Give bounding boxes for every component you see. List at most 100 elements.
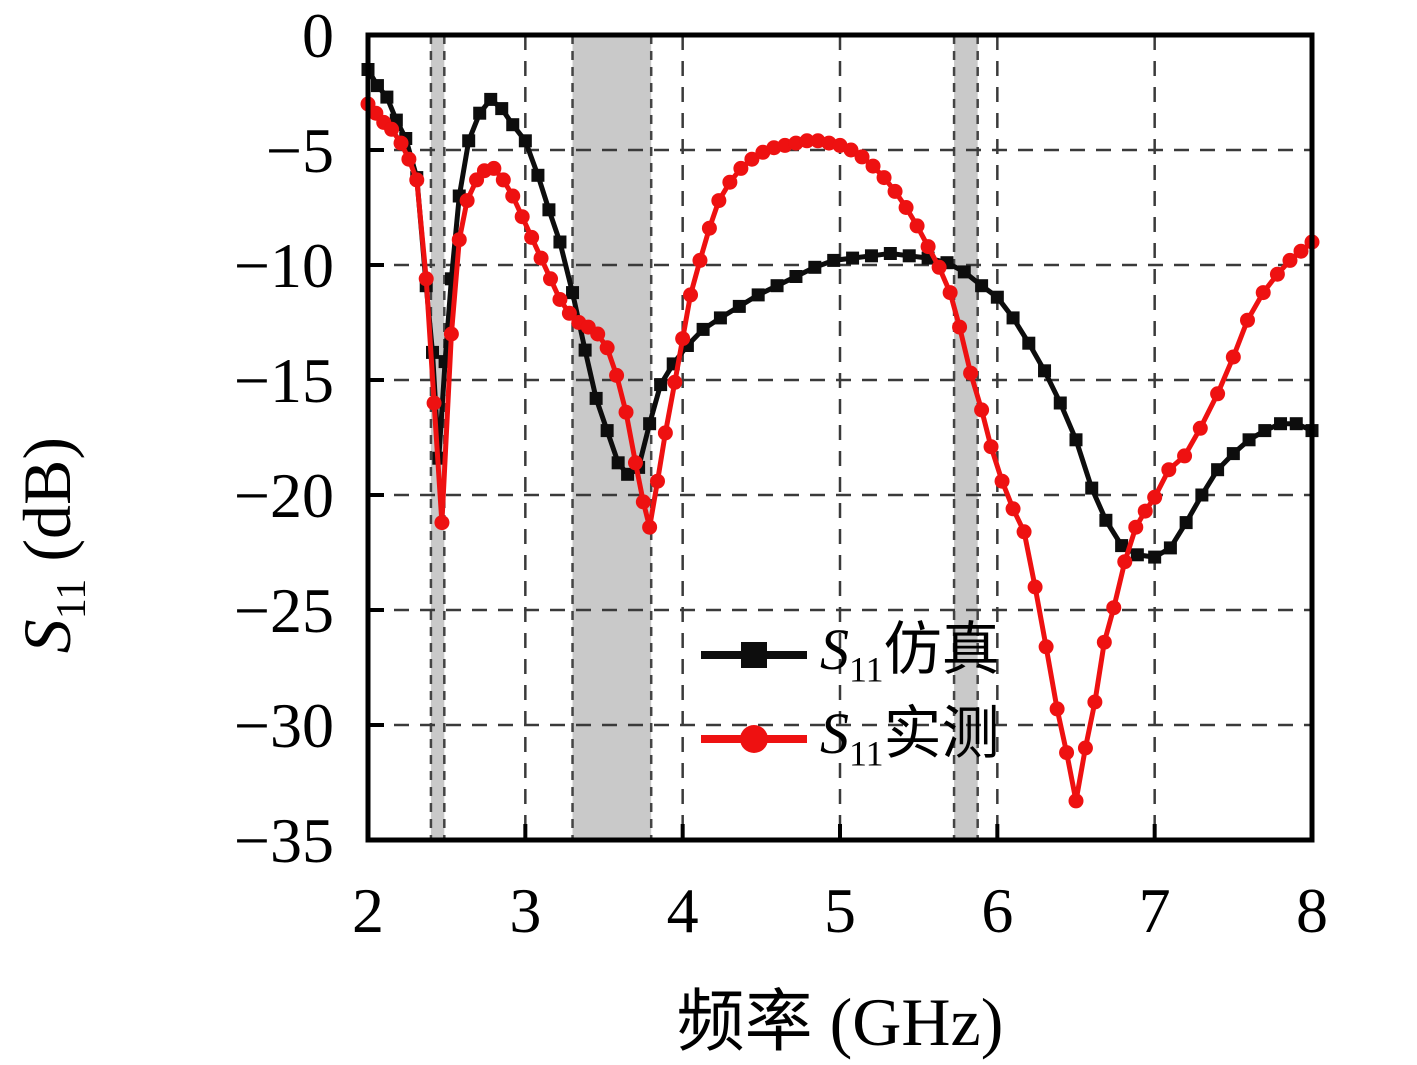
x-axis-title: 频率 (GHz) bbox=[676, 984, 1004, 1060]
data-point-circle bbox=[701, 220, 717, 236]
data-point-circle bbox=[1049, 701, 1065, 717]
data-point-circle bbox=[627, 455, 643, 471]
data-point-square bbox=[883, 247, 897, 260]
data-point-circle bbox=[1269, 266, 1285, 282]
data-point-square bbox=[566, 286, 580, 300]
y-tick-label: 0 bbox=[302, 0, 334, 71]
data-point-circle bbox=[733, 160, 749, 176]
data-point-circle bbox=[994, 473, 1010, 489]
data-point-circle bbox=[543, 271, 559, 287]
data-point-circle bbox=[667, 374, 683, 390]
data-point-circle bbox=[1282, 252, 1298, 268]
data-point-circle bbox=[451, 232, 467, 248]
data-point-circle bbox=[974, 402, 990, 418]
data-point-circle bbox=[1128, 519, 1144, 535]
data-point-square bbox=[1115, 539, 1129, 553]
x-tick-label: 6 bbox=[981, 875, 1013, 946]
data-point-square bbox=[1038, 364, 1052, 378]
data-point-circle bbox=[418, 271, 434, 287]
data-point-square bbox=[751, 288, 765, 302]
x-tick-label: 2 bbox=[352, 875, 384, 946]
legend-label-simulation: S11仿真 bbox=[820, 617, 1000, 690]
data-point-circle bbox=[1096, 634, 1112, 650]
legend-item-measured: S11实测 bbox=[698, 704, 1000, 774]
data-point-square bbox=[1179, 516, 1193, 530]
data-point-circle bbox=[898, 200, 914, 215]
data-point-square bbox=[1085, 481, 1099, 495]
data-point-circle bbox=[486, 160, 502, 176]
data-point-square bbox=[643, 417, 657, 431]
data-point-circle bbox=[1087, 694, 1103, 710]
data-point-square bbox=[462, 134, 476, 148]
data-point-square bbox=[542, 203, 556, 217]
data-point-square bbox=[1163, 541, 1177, 555]
legend-label-measured: S11实测 bbox=[820, 701, 1000, 774]
data-point-circle bbox=[649, 473, 665, 489]
data-point-circle bbox=[657, 425, 673, 441]
data-point-circle bbox=[1027, 579, 1043, 595]
data-point-square bbox=[600, 424, 614, 438]
data-point-circle bbox=[1005, 501, 1021, 517]
data-point-square bbox=[506, 118, 520, 132]
data-point-circle bbox=[843, 142, 859, 158]
data-point-square bbox=[975, 279, 989, 293]
legend-item-simulation: S11仿真 bbox=[698, 620, 1000, 690]
data-point-circle bbox=[675, 331, 691, 347]
y-tick-label: −30 bbox=[234, 690, 334, 761]
y-tick-label: −35 bbox=[234, 805, 334, 876]
data-point-circle bbox=[1192, 420, 1208, 436]
data-point-square bbox=[713, 311, 727, 325]
data-point-circle bbox=[744, 151, 760, 167]
data-point-circle bbox=[909, 218, 925, 234]
data-point-circle bbox=[561, 305, 577, 321]
data-point-circle bbox=[599, 340, 615, 356]
data-point-square bbox=[864, 249, 878, 263]
data-point-circle bbox=[590, 326, 606, 342]
x-tick-label: 4 bbox=[667, 875, 699, 946]
y-axis-variable: S bbox=[9, 619, 86, 654]
data-point-circle bbox=[426, 395, 442, 411]
data-point-square bbox=[621, 467, 635, 481]
data-point-square bbox=[1211, 463, 1225, 477]
data-point-square bbox=[1226, 447, 1240, 461]
data-point-circle bbox=[983, 439, 999, 455]
y-tick-label: −20 bbox=[234, 460, 334, 531]
data-point-square bbox=[611, 456, 625, 470]
data-point-circle bbox=[887, 183, 903, 199]
data-point-square bbox=[484, 92, 498, 106]
data-point-square bbox=[1053, 396, 1067, 410]
data-point-square bbox=[1274, 417, 1288, 431]
data-point-square bbox=[770, 279, 784, 293]
data-point-square bbox=[380, 90, 394, 104]
x-tick-label: 8 bbox=[1296, 875, 1328, 946]
data-point-circle bbox=[434, 515, 450, 531]
data-point-square bbox=[589, 391, 603, 405]
data-point-circle bbox=[459, 193, 475, 209]
data-point-circle bbox=[393, 135, 409, 151]
data-point-square bbox=[990, 290, 1004, 304]
data-point-square bbox=[1195, 488, 1209, 502]
data-point-circle bbox=[931, 259, 947, 275]
data-point-circle bbox=[552, 292, 568, 307]
data-point-circle bbox=[942, 285, 958, 301]
data-point-circle bbox=[711, 193, 727, 209]
data-point-circle bbox=[963, 365, 979, 381]
data-point-square bbox=[553, 235, 567, 249]
data-point-circle bbox=[722, 174, 738, 190]
data-point-circle bbox=[920, 239, 936, 255]
data-point-square bbox=[789, 270, 803, 283]
data-point-circle bbox=[524, 229, 540, 245]
legend-sample-measured-line bbox=[701, 725, 807, 753]
data-point-circle bbox=[876, 170, 892, 186]
data-point-square bbox=[732, 299, 746, 313]
data-point-square bbox=[827, 253, 841, 267]
data-point-square bbox=[1130, 548, 1144, 562]
data-point-square bbox=[902, 249, 916, 263]
y-axis-unit: (dB) bbox=[9, 437, 86, 579]
data-point-circle bbox=[1137, 503, 1153, 519]
data-point-circle bbox=[952, 319, 968, 335]
legend-sample-simulation-line bbox=[701, 642, 807, 668]
data-point-square bbox=[1006, 311, 1020, 325]
